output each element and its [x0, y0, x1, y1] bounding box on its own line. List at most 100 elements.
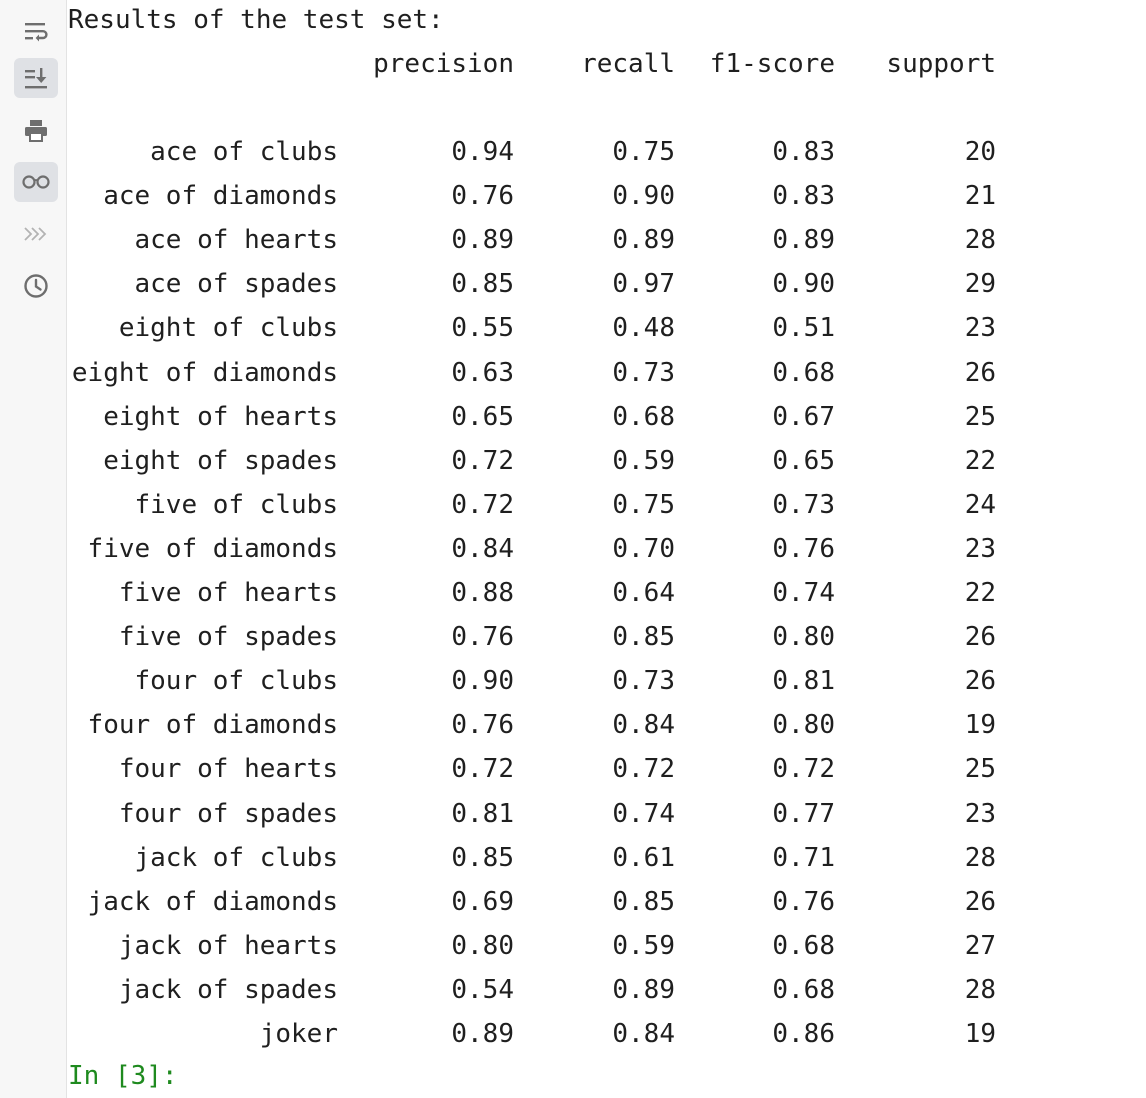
- scroll-to-end-icon[interactable]: [14, 58, 58, 98]
- f1-score-value: 0.76: [772, 533, 835, 564]
- recall-value: 0.59: [612, 445, 675, 476]
- precision-value: 0.76: [451, 710, 514, 741]
- f1-score-value: 0.68: [772, 974, 835, 1005]
- class-label: jack of spades: [118, 974, 338, 1005]
- support-value: 29: [964, 269, 996, 300]
- recall-value: 0.75: [612, 489, 675, 520]
- class-label: four of hearts: [118, 754, 338, 785]
- class-label: eight of clubs: [118, 313, 338, 344]
- report-row: eight of diamonds 0.63 0.73 0.68 26: [68, 351, 996, 395]
- input-prompt[interactable]: In [3]:: [68, 1061, 178, 1091]
- class-label: ace of spades: [134, 269, 339, 300]
- support-value: 22: [964, 445, 996, 476]
- recall-value: 0.72: [612, 754, 675, 785]
- f1-score-value: 0.76: [772, 886, 835, 917]
- support-value: 19: [964, 710, 996, 741]
- precision-value: 0.55: [451, 313, 514, 344]
- f1-score-value: 0.83: [772, 137, 835, 167]
- console-toolbar: [0, 0, 67, 1098]
- report-row: jack of diamonds 0.69 0.85 0.76 26: [68, 880, 996, 924]
- report-row: eight of hearts 0.65 0.68 0.67 25: [68, 395, 996, 439]
- recall-value: 0.74: [612, 798, 675, 829]
- recall-value: 0.73: [612, 666, 675, 697]
- precision-value: 0.72: [451, 489, 514, 520]
- support-value: 20: [964, 137, 996, 167]
- f1-score-value: 0.72: [772, 754, 835, 785]
- class-label: five of clubs: [134, 489, 339, 520]
- support-value: 22: [964, 578, 996, 608]
- recall-value: 0.89: [612, 974, 675, 1005]
- execute-icon[interactable]: [14, 214, 58, 254]
- precision-value: 0.76: [451, 622, 514, 653]
- class-label: eight of hearts: [103, 401, 338, 432]
- f1-score-value: 0.71: [772, 842, 835, 873]
- support-value: 28: [964, 974, 996, 1005]
- report-row: eight of clubs 0.55 0.48 0.51 23: [68, 306, 996, 350]
- print-icon[interactable]: [14, 110, 58, 150]
- report-row: ace of spades 0.85 0.97 0.90 29: [68, 262, 997, 306]
- precision-value: 0.81: [451, 798, 514, 829]
- precision-value: 0.90: [451, 666, 514, 697]
- column-header-support: support: [886, 49, 996, 79]
- f1-score-value: 0.74: [772, 578, 835, 608]
- precision-value: 0.88: [451, 578, 514, 608]
- support-value: 26: [964, 622, 996, 653]
- f1-score-value: 0.68: [772, 930, 835, 961]
- recall-value: 0.68: [612, 401, 675, 432]
- class-label: five of diamonds: [87, 533, 338, 564]
- f1-score-value: 0.81: [772, 666, 835, 697]
- report-row: jack of spades 0.54 0.89 0.68 28: [68, 968, 996, 1012]
- column-header-f1-score: f1-score: [709, 49, 835, 79]
- support-value: 26: [964, 886, 996, 917]
- glasses-icon[interactable]: [14, 162, 58, 202]
- recall-value: 0.90: [612, 181, 675, 212]
- recall-value: 0.61: [612, 842, 675, 873]
- report-header-row: precision recall f1-score support: [68, 42, 996, 86]
- f1-score-value: 0.73: [772, 489, 835, 520]
- report-row: four of clubs 0.90 0.73 0.81 26: [68, 659, 997, 703]
- support-value: 28: [964, 842, 996, 873]
- f1-score-value: 0.80: [772, 622, 835, 653]
- recall-value: 0.70: [612, 533, 675, 564]
- class-label: jack of clubs: [134, 842, 339, 873]
- f1-score-value: 0.89: [772, 225, 835, 256]
- recall-value: 0.84: [612, 1019, 675, 1049]
- f1-score-value: 0.65: [772, 445, 835, 476]
- report-row: five of spades 0.76 0.85 0.80 26: [68, 615, 996, 659]
- precision-value: 0.84: [451, 533, 514, 564]
- class-label: jack of diamonds: [87, 886, 338, 917]
- recall-value: 0.89: [612, 225, 675, 256]
- f1-score-value: 0.83: [772, 181, 835, 212]
- support-value: 28: [964, 225, 996, 256]
- f1-score-value: 0.86: [772, 1019, 835, 1049]
- f1-score-value: 0.90: [772, 269, 835, 300]
- recall-value: 0.73: [612, 357, 675, 388]
- f1-score-value: 0.51: [772, 313, 835, 344]
- recall-value: 0.75: [612, 137, 675, 167]
- support-value: 24: [964, 489, 996, 520]
- precision-value: 0.65: [451, 401, 514, 432]
- recall-value: 0.48: [612, 313, 675, 344]
- recall-value: 0.84: [612, 710, 675, 741]
- report-row: five of clubs 0.72 0.75 0.73 24: [68, 483, 997, 527]
- f1-score-value: 0.67: [772, 401, 835, 432]
- class-label: five of spades: [118, 622, 338, 653]
- console-output: Results of the test set: precision recal…: [68, 0, 1138, 1098]
- soft-wrap-icon[interactable]: [14, 12, 58, 52]
- precision-value: 0.76: [451, 181, 514, 212]
- precision-value: 0.72: [451, 754, 514, 785]
- report-row: four of diamonds 0.76 0.84 0.80 19: [68, 703, 996, 747]
- precision-value: 0.80: [451, 930, 514, 961]
- precision-value: 0.89: [451, 225, 514, 256]
- f1-score-value: 0.80: [772, 710, 835, 741]
- precision-value: 0.94: [451, 137, 514, 167]
- report-row: joker 0.89 0.84 0.86 19: [68, 1012, 996, 1056]
- support-value: 25: [964, 401, 996, 432]
- class-label: eight of diamonds: [71, 357, 338, 388]
- precision-value: 0.72: [451, 445, 514, 476]
- class-label: ace of hearts: [134, 225, 339, 256]
- recall-value: 0.97: [612, 269, 675, 300]
- precision-value: 0.63: [451, 357, 514, 388]
- precision-value: 0.54: [451, 974, 514, 1005]
- history-icon[interactable]: [14, 266, 58, 306]
